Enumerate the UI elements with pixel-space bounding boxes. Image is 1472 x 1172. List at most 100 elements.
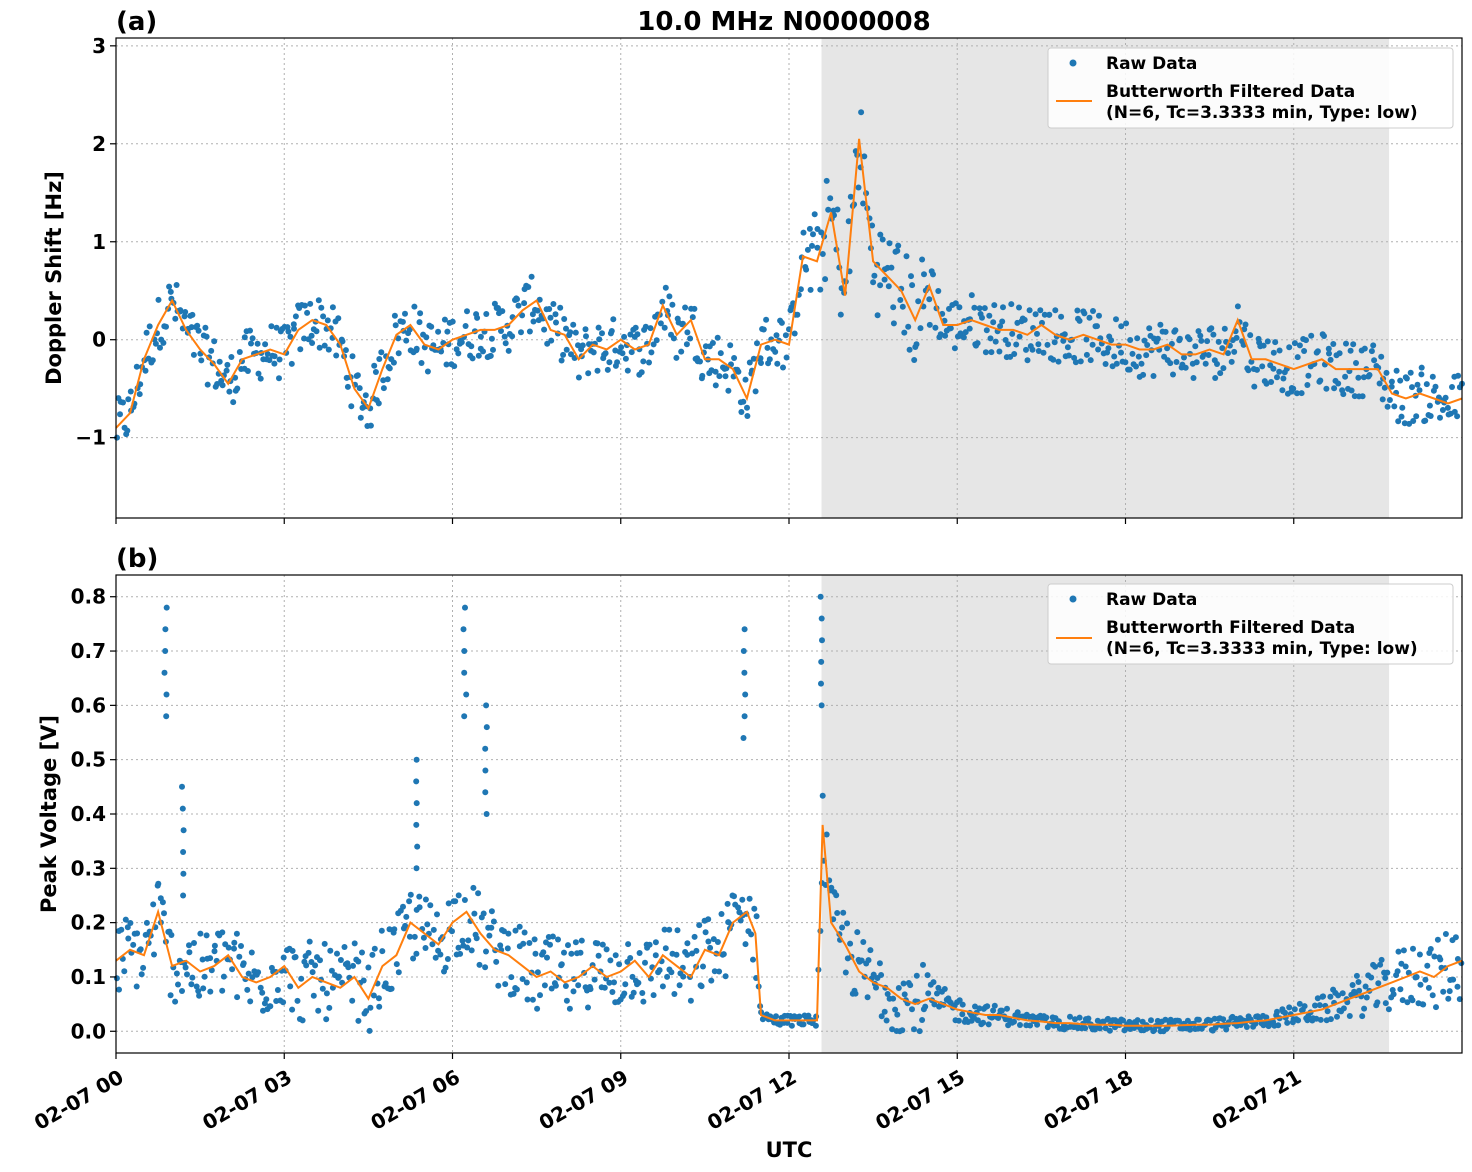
raw-data-point bbox=[1021, 316, 1028, 323]
raw-data-point bbox=[1399, 404, 1406, 411]
raw-data-point bbox=[783, 354, 790, 361]
raw-data-point bbox=[1113, 316, 1119, 323]
raw-data-point bbox=[666, 293, 673, 300]
raw-data-point bbox=[640, 358, 647, 365]
raw-data-point bbox=[1243, 1024, 1250, 1030]
raw-data-point bbox=[591, 976, 598, 983]
raw-data-point bbox=[413, 345, 420, 352]
raw-data-point bbox=[1026, 307, 1033, 314]
raw-data-point bbox=[1384, 969, 1391, 976]
raw-data-point bbox=[451, 363, 458, 370]
raw-data-point bbox=[601, 984, 608, 991]
raw-data-point bbox=[818, 702, 825, 709]
panel-a-y-ticks: −1 0 1 2 3 bbox=[75, 34, 116, 450]
raw-data-point bbox=[1456, 996, 1463, 1003]
raw-data-point bbox=[413, 821, 420, 828]
raw-data-point bbox=[177, 307, 184, 314]
raw-data-point bbox=[1074, 307, 1081, 314]
figure-title: 10.0 MHz N0000008 bbox=[637, 7, 930, 37]
raw-data-point bbox=[1251, 383, 1258, 390]
raw-data-point bbox=[552, 982, 559, 989]
raw-data-point bbox=[150, 901, 157, 908]
raw-data-point bbox=[386, 926, 393, 933]
raw-data-point bbox=[773, 1013, 779, 1020]
raw-data-point bbox=[273, 324, 280, 331]
raw-data-point bbox=[700, 963, 706, 970]
raw-data-point bbox=[162, 626, 169, 633]
raw-data-point bbox=[460, 626, 467, 633]
raw-data-point bbox=[1162, 328, 1169, 335]
raw-data-point bbox=[1325, 345, 1332, 352]
raw-data-point bbox=[1304, 382, 1311, 388]
raw-data-point bbox=[683, 341, 690, 348]
raw-data-point bbox=[1314, 348, 1321, 355]
raw-data-point bbox=[416, 319, 423, 326]
panel-b-legend: Raw Data Butterworth Filtered Data (N=6, … bbox=[1047, 583, 1454, 665]
raw-data-point bbox=[847, 193, 854, 200]
raw-data-point bbox=[810, 231, 816, 238]
raw-data-point bbox=[195, 988, 202, 994]
raw-data-point bbox=[488, 924, 495, 931]
raw-data-point bbox=[125, 935, 132, 942]
raw-data-point bbox=[1162, 1016, 1169, 1023]
raw-data-point bbox=[350, 962, 356, 969]
raw-data-point bbox=[152, 340, 159, 347]
raw-data-point bbox=[1039, 319, 1045, 326]
raw-data-point bbox=[445, 900, 452, 907]
raw-data-point bbox=[392, 322, 399, 329]
raw-data-point bbox=[758, 360, 764, 366]
raw-data-point bbox=[1418, 371, 1425, 378]
x-tick-label: 02-07 15 bbox=[871, 1065, 969, 1135]
raw-data-point bbox=[372, 369, 379, 375]
x-tick-label: 02-07 18 bbox=[1039, 1065, 1137, 1135]
raw-data-point bbox=[888, 264, 895, 271]
raw-data-point bbox=[411, 933, 418, 940]
raw-data-point bbox=[553, 319, 559, 326]
raw-data-point bbox=[540, 949, 547, 956]
raw-data-point bbox=[746, 895, 753, 902]
raw-data-point bbox=[271, 353, 278, 360]
raw-data-point bbox=[1263, 380, 1270, 387]
raw-data-point bbox=[498, 328, 504, 334]
raw-data-point bbox=[1298, 390, 1305, 397]
raw-data-point bbox=[229, 966, 236, 973]
raw-data-point bbox=[310, 992, 317, 999]
raw-data-point bbox=[455, 350, 462, 357]
raw-data-point bbox=[614, 359, 621, 366]
raw-data-point bbox=[127, 388, 134, 395]
raw-data-point bbox=[1065, 352, 1072, 359]
raw-data-point bbox=[547, 314, 554, 321]
x-tick-label: 02-07 09 bbox=[535, 1065, 633, 1135]
raw-data-point bbox=[1096, 312, 1102, 319]
raw-data-point bbox=[709, 340, 716, 346]
raw-data-point bbox=[1433, 1004, 1439, 1011]
raw-data-point bbox=[1052, 307, 1059, 314]
raw-data-point bbox=[817, 286, 824, 293]
raw-data-point bbox=[640, 998, 647, 1005]
raw-data-point bbox=[149, 357, 156, 364]
raw-data-point bbox=[380, 385, 387, 392]
raw-data-point bbox=[159, 899, 166, 906]
raw-data-point bbox=[1126, 366, 1133, 373]
raw-data-point bbox=[143, 919, 150, 926]
raw-data-point bbox=[1317, 377, 1324, 384]
raw-data-point bbox=[622, 981, 629, 988]
raw-data-point bbox=[1388, 383, 1395, 390]
raw-data-point bbox=[1274, 1008, 1280, 1015]
raw-data-point bbox=[691, 305, 698, 312]
raw-data-point bbox=[594, 367, 601, 374]
raw-data-point bbox=[1410, 945, 1416, 952]
raw-data-point bbox=[1308, 332, 1315, 339]
raw-data-point bbox=[1330, 341, 1337, 347]
raw-data-point bbox=[323, 1016, 330, 1023]
raw-data-point bbox=[1334, 1013, 1340, 1020]
raw-data-point bbox=[886, 240, 893, 247]
raw-data-point bbox=[708, 977, 715, 984]
raw-data-point bbox=[318, 304, 325, 311]
raw-data-point bbox=[567, 329, 574, 336]
raw-data-point bbox=[805, 1012, 812, 1019]
raw-data-point bbox=[233, 930, 240, 937]
raw-data-point bbox=[604, 366, 611, 373]
raw-data-point bbox=[561, 316, 568, 322]
raw-data-point bbox=[712, 382, 719, 389]
